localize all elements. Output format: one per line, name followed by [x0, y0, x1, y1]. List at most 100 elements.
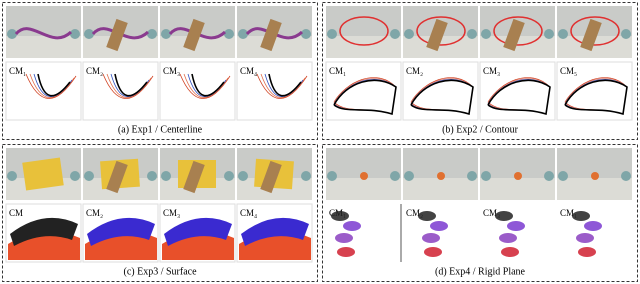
photo-table — [6, 36, 81, 58]
robot-left — [161, 29, 171, 39]
point-cloud — [578, 247, 596, 257]
robot-right — [390, 29, 400, 39]
robot-right — [621, 171, 631, 181]
cm-label: CM₃ — [163, 208, 180, 218]
photo-table — [237, 36, 312, 58]
photo-table — [326, 36, 401, 58]
object — [416, 16, 466, 46]
cm-label: CM₁ — [560, 208, 577, 218]
panel-border — [2, 144, 318, 282]
cm-label: CM₂ — [86, 208, 103, 218]
curve — [29, 73, 75, 98]
curve — [179, 73, 231, 99]
point-cloud — [335, 233, 353, 243]
cm-label: CM₃ — [483, 208, 500, 218]
robot-right — [467, 171, 477, 181]
photo-table — [83, 36, 158, 58]
curve — [268, 73, 302, 97]
curve — [37, 73, 71, 97]
obstacle — [426, 18, 448, 52]
robot-left — [161, 171, 171, 181]
point-cloud — [499, 233, 517, 243]
robot-right — [621, 29, 631, 39]
caption: (d) Exp4 / Rigid Plane — [435, 266, 526, 277]
robot-right — [224, 29, 234, 39]
curve — [25, 73, 77, 99]
contour — [333, 79, 397, 116]
photo-table — [557, 178, 632, 200]
curve — [183, 73, 229, 98]
object — [591, 172, 599, 180]
object — [14, 27, 73, 40]
photo-table — [403, 36, 478, 58]
robot-left — [327, 171, 337, 181]
photo-table — [480, 178, 555, 200]
obstacle — [183, 160, 205, 194]
cm-label: CM₃ — [483, 66, 500, 76]
photo-table — [326, 178, 401, 200]
object — [514, 172, 522, 180]
robot-left — [84, 171, 94, 181]
curve — [102, 73, 154, 99]
contour — [487, 79, 551, 116]
panel-border — [322, 144, 638, 282]
photo-table — [480, 36, 555, 58]
object — [437, 172, 445, 180]
obstacle — [106, 160, 128, 194]
obstacle — [260, 18, 282, 52]
point-cloud — [424, 247, 442, 257]
cm-label: CM₄ — [240, 66, 257, 76]
cm-label: CM₂ — [406, 66, 423, 76]
robot-left — [238, 29, 248, 39]
panel-border — [2, 2, 318, 140]
cm-label: CM₃ — [163, 66, 180, 76]
curve — [106, 73, 152, 98]
panel: CM CM₂ CM₃ CM₄ (c) Exp3 / Surface — [2, 144, 318, 282]
cm-label: CM₂ — [406, 208, 423, 218]
robot-right — [301, 171, 311, 181]
robot-right — [544, 171, 554, 181]
point-cloud — [507, 221, 525, 231]
caption: (b) Exp2 / Contour — [442, 124, 518, 135]
robot-right — [147, 29, 157, 39]
robot-left — [558, 29, 568, 39]
caption: (c) Exp3 / Surface — [123, 266, 197, 277]
point-cloud — [495, 211, 513, 221]
obstacle — [183, 18, 205, 52]
curve — [260, 73, 306, 98]
panel-border — [322, 2, 638, 140]
caption: (a) Exp1 / Centerline — [118, 124, 203, 135]
point-cloud — [422, 233, 440, 243]
point-cloud — [572, 211, 590, 221]
point-cloud — [343, 221, 361, 231]
contour — [410, 79, 474, 116]
curve — [114, 73, 148, 97]
cm-label: CM₁ — [9, 66, 26, 76]
robot-left — [7, 171, 17, 181]
robot-left — [238, 171, 248, 181]
object — [570, 16, 620, 46]
robot-left — [481, 29, 491, 39]
object — [339, 16, 389, 46]
robot-right — [70, 29, 80, 39]
point-cloud — [576, 233, 594, 243]
point-cloud — [501, 247, 519, 257]
robot-right — [390, 171, 400, 181]
robot-left — [481, 171, 491, 181]
object — [22, 157, 64, 191]
contour — [564, 79, 628, 116]
robot-right — [301, 29, 311, 39]
obstacle — [260, 160, 282, 194]
point-cloud — [430, 221, 448, 231]
point-cloud — [418, 211, 436, 221]
cm-label: CM₅ — [560, 66, 577, 76]
curve — [191, 73, 225, 97]
obstacle — [503, 18, 525, 52]
panel: CM₁ CM₂ CM₃ CM₄ (a) Exp1 / Centerline — [2, 2, 318, 140]
curve — [256, 73, 308, 99]
photo-table — [403, 178, 478, 200]
surface-high — [87, 217, 155, 246]
robot-left — [7, 29, 17, 39]
photo-table — [557, 36, 632, 58]
